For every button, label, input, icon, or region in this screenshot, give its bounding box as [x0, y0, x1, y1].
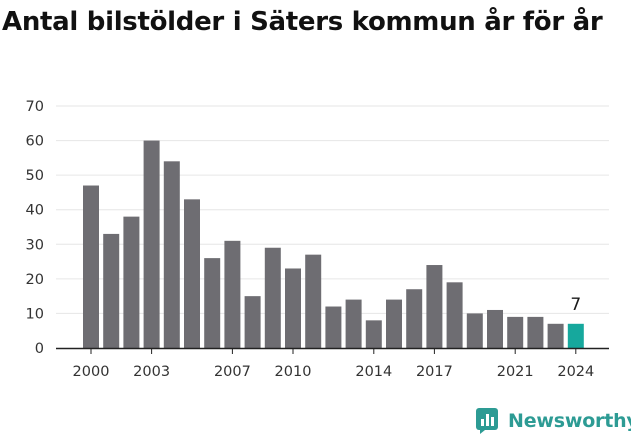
x-tick-label: 2010: [275, 364, 312, 380]
newsworthy-logo-icon: [476, 408, 498, 434]
bar-2020: [487, 309, 503, 348]
bar-2013: [345, 299, 362, 348]
bar-2019: [466, 313, 483, 348]
y-axis-ticks: 0 10 20 30 40 50 60 70: [26, 99, 44, 357]
x-tick-label: 2014: [355, 364, 392, 380]
bar-2011: [305, 254, 322, 348]
x-tick-label: 2003: [133, 364, 170, 380]
chart-title: Antal bilstölder i Säters kommun år för …: [2, 7, 603, 37]
bar-2021: [507, 316, 524, 348]
bar-2004: [163, 161, 180, 348]
bar-2007: [224, 240, 241, 348]
y-tick-label: 60: [26, 134, 44, 150]
data-label-2024: 7: [570, 295, 581, 315]
bar-2002: [123, 216, 140, 348]
y-tick-label: 20: [26, 272, 44, 288]
brand-footer: Newsworthy: [476, 408, 631, 434]
bar-2016: [406, 289, 423, 348]
x-axis-ticks: 2000 2003 2007 2010 2014 2017 2021 2024: [73, 348, 594, 380]
x-tick-label: 2007: [214, 364, 251, 380]
bar-2012: [325, 306, 342, 348]
bar-2006: [204, 258, 221, 348]
bars: [83, 140, 584, 348]
bar-2022: [527, 316, 544, 348]
x-tick-label: 2024: [557, 364, 594, 380]
bar-2005: [184, 199, 200, 348]
y-tick-label: 30: [26, 237, 44, 253]
brand-name: Newsworthy: [508, 410, 631, 432]
bar-2008: [244, 296, 261, 348]
y-tick-label: 40: [26, 203, 44, 219]
bar-2014: [365, 320, 382, 348]
bar-2015: [386, 299, 402, 348]
bar-2024: [567, 323, 584, 348]
y-tick-label: 50: [26, 168, 44, 184]
bar-2000: [83, 185, 99, 348]
bar-2010: [285, 268, 301, 348]
y-tick-label: 0: [35, 341, 44, 357]
bar-2009: [264, 247, 281, 348]
bar-2023: [547, 323, 564, 348]
data-labels: 7: [570, 295, 581, 315]
bar-2017: [426, 265, 443, 348]
x-tick-label: 2021: [497, 364, 534, 380]
y-tick-label: 10: [26, 306, 44, 322]
x-tick-label: 2017: [416, 364, 453, 380]
x-tick-label: 2000: [73, 364, 110, 380]
bar-2018: [446, 282, 463, 348]
bar-2003: [143, 140, 160, 348]
bar-2001: [103, 233, 120, 348]
y-tick-label: 70: [26, 99, 44, 115]
